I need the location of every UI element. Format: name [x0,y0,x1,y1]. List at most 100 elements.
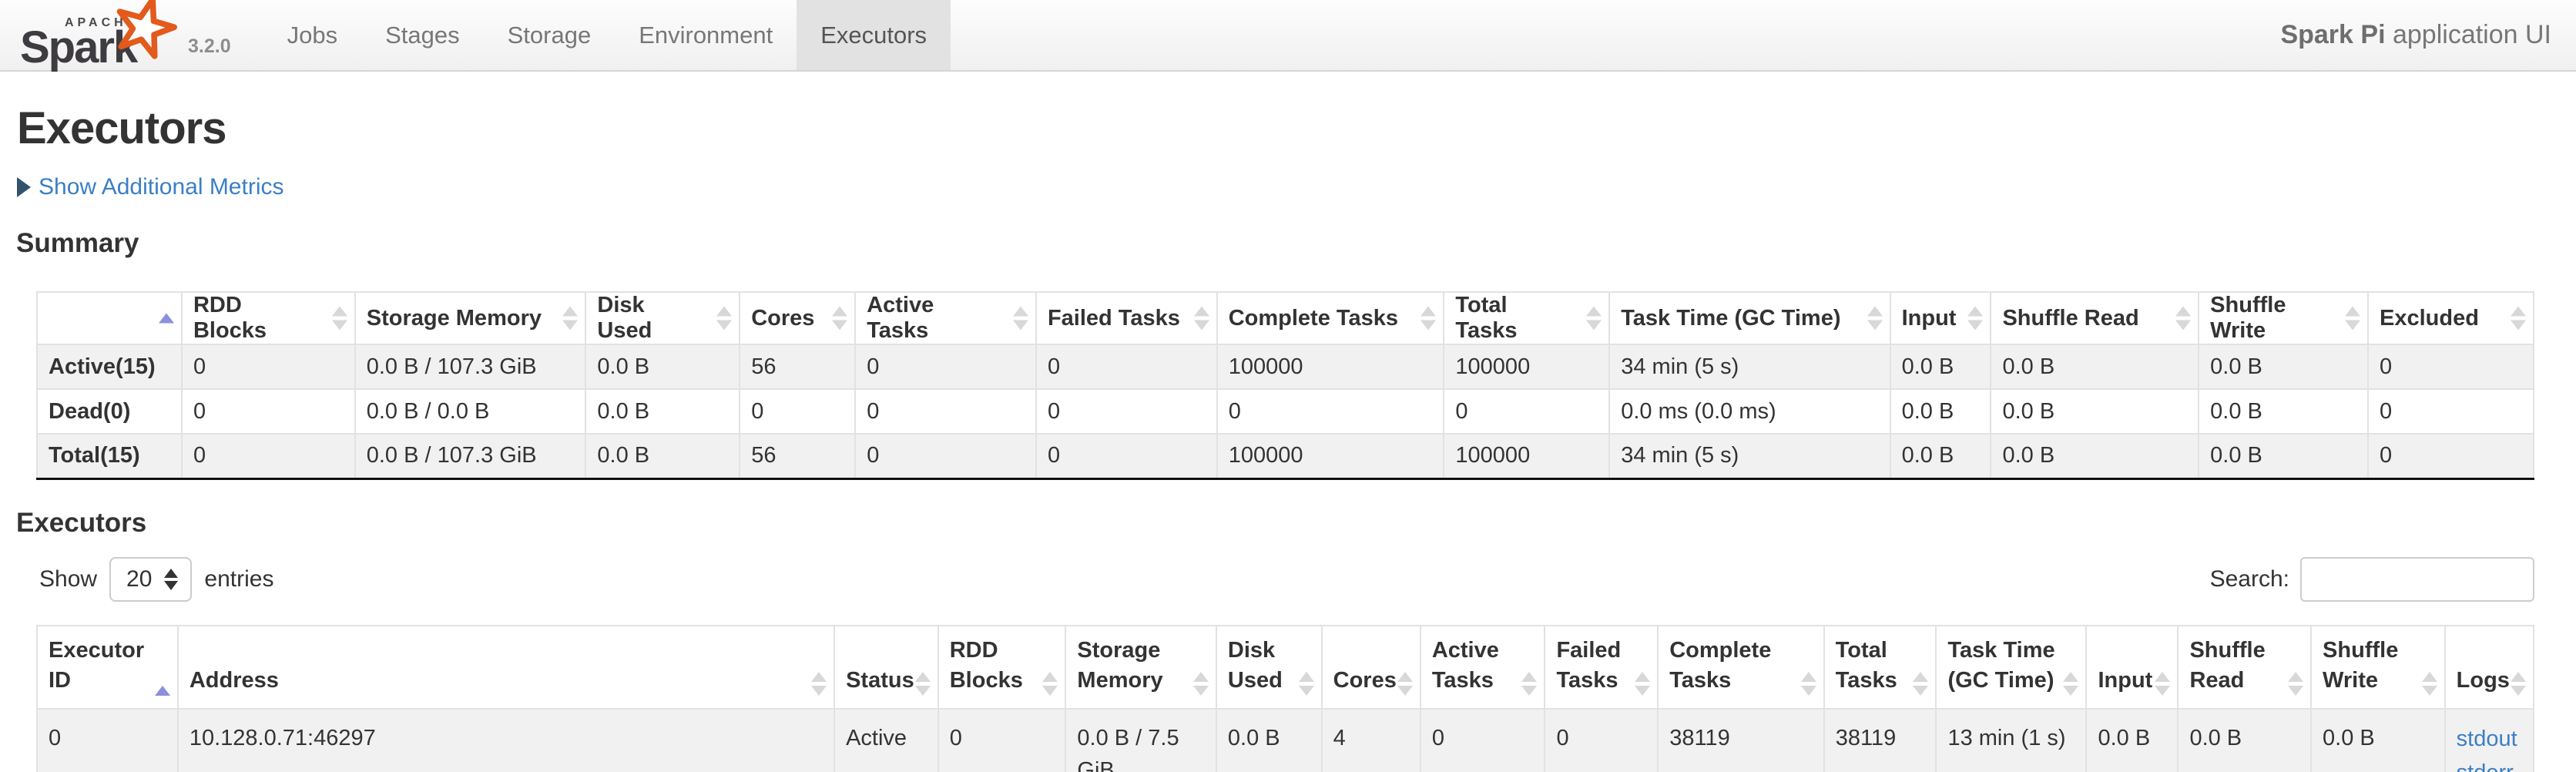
col-header-rdd-blocks[interactable]: RDD Blocks [180,291,356,345]
executor-cell: 0 [1544,707,1659,772]
summary-cell: 56 [739,433,857,479]
summary-cell: 34 min (5 s) [1608,433,1891,479]
col-header-shuffle-read[interactable]: Shuffle Read [2177,624,2313,710]
spark-logo: APACHE Spark [20,0,177,70]
col-header-total-tasks[interactable]: Total Tasks [1823,624,1937,710]
col-header-label: Shuffle Write [2210,293,2286,343]
executors-heading: Executors [16,507,147,538]
executor-row: 0 10.128.0.71:46297 Active 0 0.0 B / 7.5 GiB… [36,707,2535,772]
col-header-complete-tasks[interactable]: Complete Tasks [1657,624,1825,710]
executors-table: Executor ID Address Status RDD Blocks Storag… [36,624,2535,772]
summary-cell: 0 [2367,388,2534,435]
col-header-status[interactable]: Status [834,624,939,710]
col-header-executor-id[interactable]: Executor ID [36,624,179,710]
collapsed-arrow-icon [17,177,31,197]
col-header-input[interactable]: Input [2085,624,2179,710]
col-header-storage-memory[interactable]: Storage Memory [354,291,587,345]
col-header-shuffle-write[interactable]: Shuffle Write [2198,291,2369,345]
col-header-cores[interactable]: Cores [739,291,857,345]
col-header-label: Disk Used [1227,637,1283,693]
sort-both-icon [1913,671,1929,696]
show-additional-metrics-link[interactable]: Show Additional Metrics [39,174,284,200]
col-header-shuffle-write[interactable]: Shuffle Write [2310,624,2446,710]
select-stepper-icon [164,568,179,590]
col-header-label: Storage Memory [1077,637,1163,693]
col-header-address[interactable]: Address [176,624,836,710]
summary-cell: 100000 [1216,433,1445,479]
summary-cell: 0.0 B / 0.0 B [354,388,587,435]
summary-cell: 0.0 B [1889,433,1992,479]
executor-cell: 0.0 B [1215,707,1323,772]
col-header-active-tasks[interactable]: Active Tasks [1419,624,1546,710]
summary-cell: 0 [1443,388,1611,435]
summary-cell: 0 [180,433,356,479]
stdout-log-link[interactable]: stdout [2456,726,2517,751]
col-header-label: Input [2098,667,2153,693]
summary-cell: 0 [2367,344,2534,390]
tab-environment[interactable]: Environment [639,22,773,49]
sort-both-icon [1420,306,1437,331]
summary-cell: 0.0 B [1990,433,2200,479]
col-header-task-time-gc-time-[interactable]: Task Time (GC Time) [1935,624,2088,710]
spark-star-icon [116,0,177,59]
col-header-storage-memory[interactable]: Storage Memory [1065,624,1217,710]
col-header-input[interactable]: Input [1889,291,1992,345]
col-header-label: RDD Blocks [949,637,1023,693]
summary-row-label: Total(15) [36,433,183,479]
sort-both-icon [1967,306,1984,331]
col-header-task-time-gc-time-[interactable]: Task Time (GC Time) [1608,291,1891,345]
col-header-logs[interactable]: Logs [2444,624,2535,710]
spark-brand[interactable]: APACHE Spark 3.2.0 [0,0,231,70]
table-controls: Show 20 entries Search: [39,556,2534,602]
col-header-active-tasks[interactable]: Active Tasks [854,291,1037,345]
sort-both-icon [1192,671,1209,696]
tab-stages[interactable]: Stages [385,22,460,49]
col-header-failed-tasks[interactable]: Failed Tasks [1544,624,1659,710]
page-size-select[interactable]: 20 [109,556,193,602]
col-header-label: Complete Tasks [1228,305,1398,331]
col-header-shuffle-read[interactable]: Shuffle Read [1990,291,2200,345]
sort-both-icon [1193,306,1209,331]
col-header-label: Status [846,667,914,693]
summary-cell: 100000 [1216,344,1445,390]
summary-cell: 0.0 B [2198,344,2369,390]
sort-both-icon [2511,306,2526,331]
col-header-label: Shuffle Write [2323,637,2399,693]
summary-cell: 56 [739,344,857,390]
summary-cell: 0.0 B [1889,344,1992,390]
entries-label: entries [204,566,274,592]
col-header-excluded[interactable]: Excluded [2367,291,2534,345]
col-header-complete-tasks[interactable]: Complete Tasks [1216,291,1445,345]
tab-storage[interactable]: Storage [507,22,592,49]
summary-cell: 0 [2367,433,2534,479]
col-header-label: RDD Blocks [193,293,267,343]
sort-both-icon [2288,671,2304,696]
executor-cell: 0.0 B / 7.5 GiB [1065,707,1217,772]
stderr-log-link[interactable]: stderr [2457,756,2522,772]
search-input[interactable] [2300,556,2534,602]
col-header-cores[interactable]: Cores [1320,624,1421,710]
summary-cell: 0 [1035,344,1218,390]
executor-cell: 4 [1320,707,1421,772]
col-header-disk-used[interactable]: Disk Used [1215,624,1323,710]
col-header-row-label[interactable] [36,291,183,345]
sort-both-icon [1800,671,1816,696]
col-header-failed-tasks[interactable]: Failed Tasks [1035,291,1218,345]
summary-row-label: Dead(0) [36,388,183,435]
sort-both-icon [2345,306,2360,331]
executor-cell: 0.0 B [2177,707,2313,772]
col-header-rdd-blocks[interactable]: RDD Blocks [937,624,1067,710]
tab-executors[interactable]: Executors [797,0,951,70]
col-header-disk-used[interactable]: Disk Used [585,291,741,345]
page-size-value: 20 [126,566,153,592]
summary-cell: 0.0 B [585,388,741,435]
col-header-label: Executor ID [49,637,145,693]
sort-both-icon [2511,671,2526,696]
sort-both-icon [1397,671,1413,696]
sort-asc-icon [158,313,174,324]
col-header-total-tasks[interactable]: Total Tasks [1443,291,1611,345]
col-header-label: Failed Tasks [1556,637,1622,693]
sort-both-icon [2063,671,2079,696]
tab-jobs[interactable]: Jobs [287,22,338,49]
show-additional-metrics[interactable]: Show Additional Metrics [17,174,2534,200]
